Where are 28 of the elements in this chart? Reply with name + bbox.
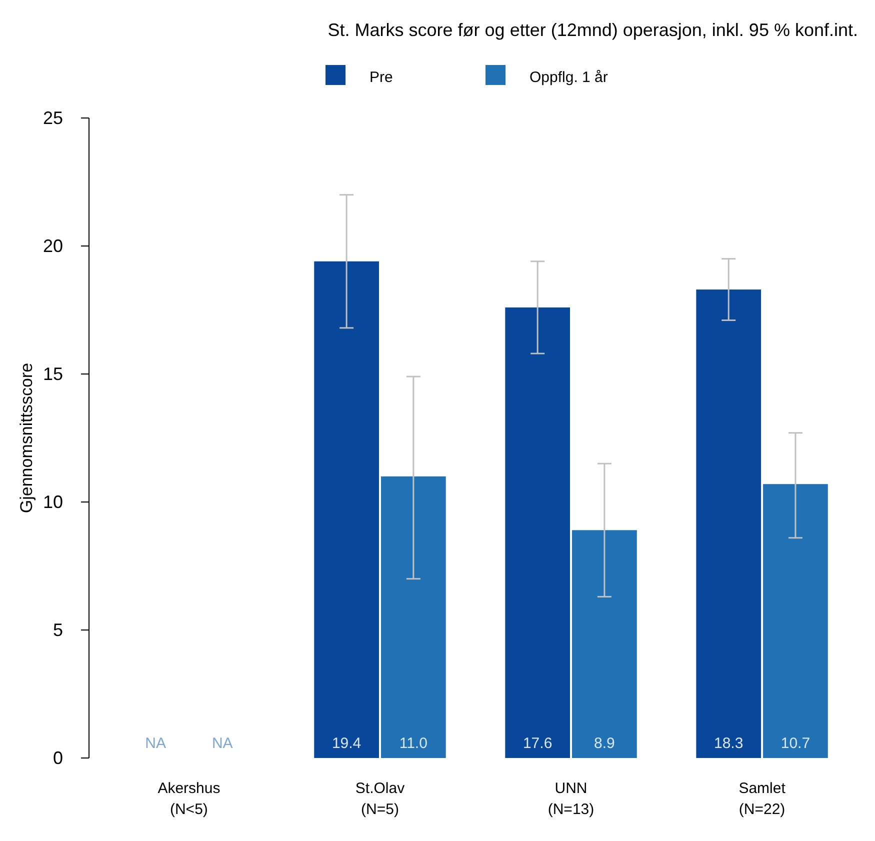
data-label: 10.7 [780,735,810,752]
data-label: 8.9 [594,735,615,752]
x-tick-label: UNN (N=13) [548,780,594,818]
bar [572,530,637,758]
x-tick-label: Samlet (N=22) [738,780,786,818]
x-tick-label: Akershus (N<5) [158,780,220,818]
text: NA [212,735,233,752]
data-label: 19.4 [332,735,362,752]
y-tick-label: 15 [42,364,63,384]
y-tick-label: 5 [52,620,63,640]
y-tick-label: 25 [42,108,63,128]
data-label: 11.0 [399,735,428,752]
y-tick-label: 0 [52,748,63,768]
chart-title: St. Marks score før og etter (12mnd) operasjon, inkl. 95 % konf.int. [328,20,858,40]
bar [505,307,570,758]
bar [763,484,828,758]
data-label: 17.6 [522,735,552,752]
y-tick-label: 20 [42,236,63,256]
legend-label: Pre [370,69,393,86]
legend-label: Oppflg. 1 år [530,69,608,86]
bar [314,261,379,758]
bar [380,476,446,758]
bar [696,290,762,758]
data-label: 18.3 [714,735,744,752]
y-axis-title: Gjennomsnittsscore [17,362,36,514]
x-tick-label: St.Olav (N=5) [355,780,406,818]
y-tick-label: 10 [42,492,63,512]
text: NA [145,735,166,752]
